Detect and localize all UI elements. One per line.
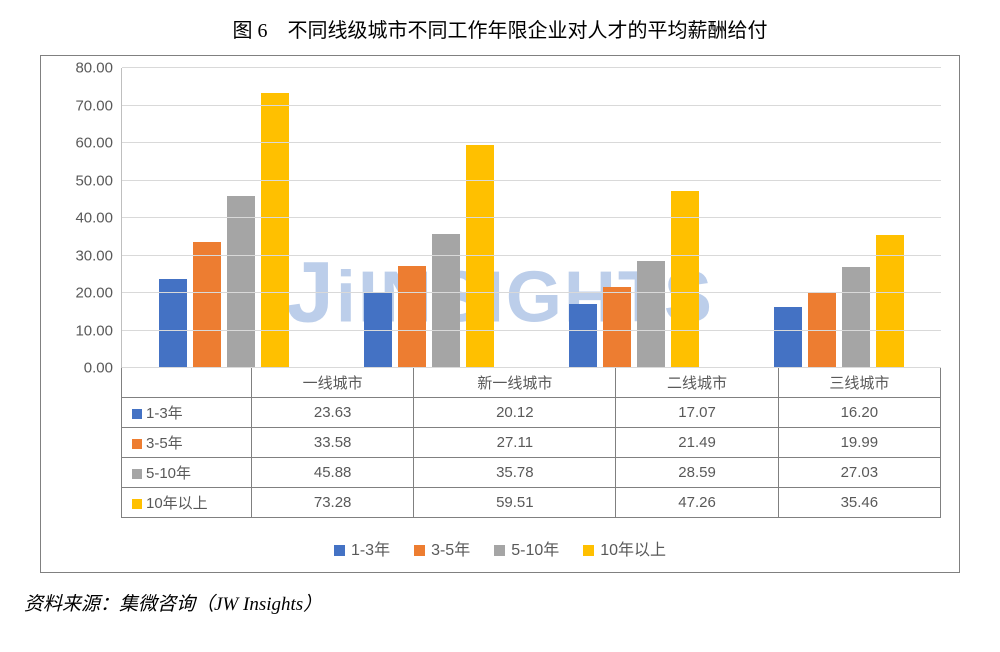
data-cell: 73.28	[252, 488, 414, 518]
bar	[569, 304, 597, 368]
legend-item: 10年以上	[583, 542, 666, 559]
data-cell: 35.78	[414, 458, 616, 488]
bar	[842, 267, 870, 368]
y-tick: 30.00	[75, 247, 113, 264]
data-cell: 45.88	[252, 458, 414, 488]
legend-swatch	[414, 545, 425, 556]
category-header: 三线城市	[778, 368, 940, 398]
gridline	[122, 67, 941, 68]
legend-item: 1-3年	[334, 542, 390, 559]
gridline	[122, 292, 941, 293]
data-cell: 16.20	[778, 398, 940, 428]
data-cell: 23.63	[252, 398, 414, 428]
bar-group	[327, 68, 532, 368]
bar	[774, 307, 802, 368]
legend-item: 5-10年	[494, 542, 559, 559]
gridline	[122, 142, 941, 143]
bar-group	[736, 68, 941, 368]
legend-swatch	[334, 545, 345, 556]
bar-groups	[122, 68, 941, 368]
data-cell: 17.07	[616, 398, 778, 428]
bar	[193, 242, 221, 368]
y-tick: 80.00	[75, 60, 113, 77]
data-table: 一线城市新一线城市二线城市三线城市 1-3年23.6320.1217.0716.2…	[121, 368, 941, 518]
plot-wrap: 0.0010.0020.0030.0040.0050.0060.0070.008…	[59, 68, 941, 560]
y-tick: 10.00	[75, 322, 113, 339]
bar	[261, 93, 289, 368]
category-header: 一线城市	[252, 368, 414, 398]
legend-item: 3-5年	[414, 542, 470, 559]
gridline	[122, 105, 941, 106]
y-axis: 0.0010.0020.0030.0040.0050.0060.0070.008…	[59, 68, 121, 368]
figure-title: 图 6 不同线级城市不同工作年限企业对人才的平均薪酬给付	[20, 14, 980, 43]
bar	[466, 145, 494, 368]
bar	[637, 261, 665, 368]
legend: 1-3年 3-5年 5-10年 10年以上	[59, 536, 941, 560]
gridline	[122, 255, 941, 256]
gridline	[122, 330, 941, 331]
bar	[603, 287, 631, 368]
legend-swatch	[583, 545, 594, 556]
data-cell: 27.03	[778, 458, 940, 488]
data-cell: 47.26	[616, 488, 778, 518]
y-tick: 0.00	[84, 360, 113, 377]
data-cell: 21.49	[616, 428, 778, 458]
series-row-head: 5-10年	[122, 458, 252, 488]
gridline	[122, 217, 941, 218]
data-cell: 19.99	[778, 428, 940, 458]
data-cell: 35.46	[778, 488, 940, 518]
legend-swatch	[494, 545, 505, 556]
series-swatch	[132, 469, 142, 479]
chart-frame: JiINSIGHTS 0.0010.0020.0030.0040.0050.00…	[40, 55, 960, 573]
series-swatch	[132, 499, 142, 509]
series-row-head: 1-3年	[122, 398, 252, 428]
bar-group	[122, 68, 327, 368]
data-cell: 20.12	[414, 398, 616, 428]
category-header: 新一线城市	[414, 368, 616, 398]
bar-group	[532, 68, 737, 368]
data-table-body: 一线城市新一线城市二线城市三线城市 1-3年23.6320.1217.0716.2…	[122, 368, 941, 518]
y-tick: 40.00	[75, 210, 113, 227]
series-row-head: 10年以上	[122, 488, 252, 518]
bar	[808, 293, 836, 368]
data-cell: 33.58	[252, 428, 414, 458]
series-swatch	[132, 409, 142, 419]
y-tick: 70.00	[75, 97, 113, 114]
plot-area	[121, 68, 941, 368]
data-cell: 28.59	[616, 458, 778, 488]
category-header: 二线城市	[616, 368, 778, 398]
plot: 0.0010.0020.0030.0040.0050.0060.0070.008…	[59, 68, 941, 368]
series-swatch	[132, 439, 142, 449]
y-tick: 60.00	[75, 135, 113, 152]
table-corner	[122, 368, 252, 398]
bar	[227, 196, 255, 368]
gridline	[122, 367, 941, 368]
gridline	[122, 180, 941, 181]
source-line: 资料来源：集微咨询（JW Insights）	[24, 589, 980, 616]
data-cell: 27.11	[414, 428, 616, 458]
y-tick: 20.00	[75, 285, 113, 302]
y-tick: 50.00	[75, 172, 113, 189]
series-row-head: 3-5年	[122, 428, 252, 458]
bar	[398, 266, 426, 368]
data-cell: 59.51	[414, 488, 616, 518]
